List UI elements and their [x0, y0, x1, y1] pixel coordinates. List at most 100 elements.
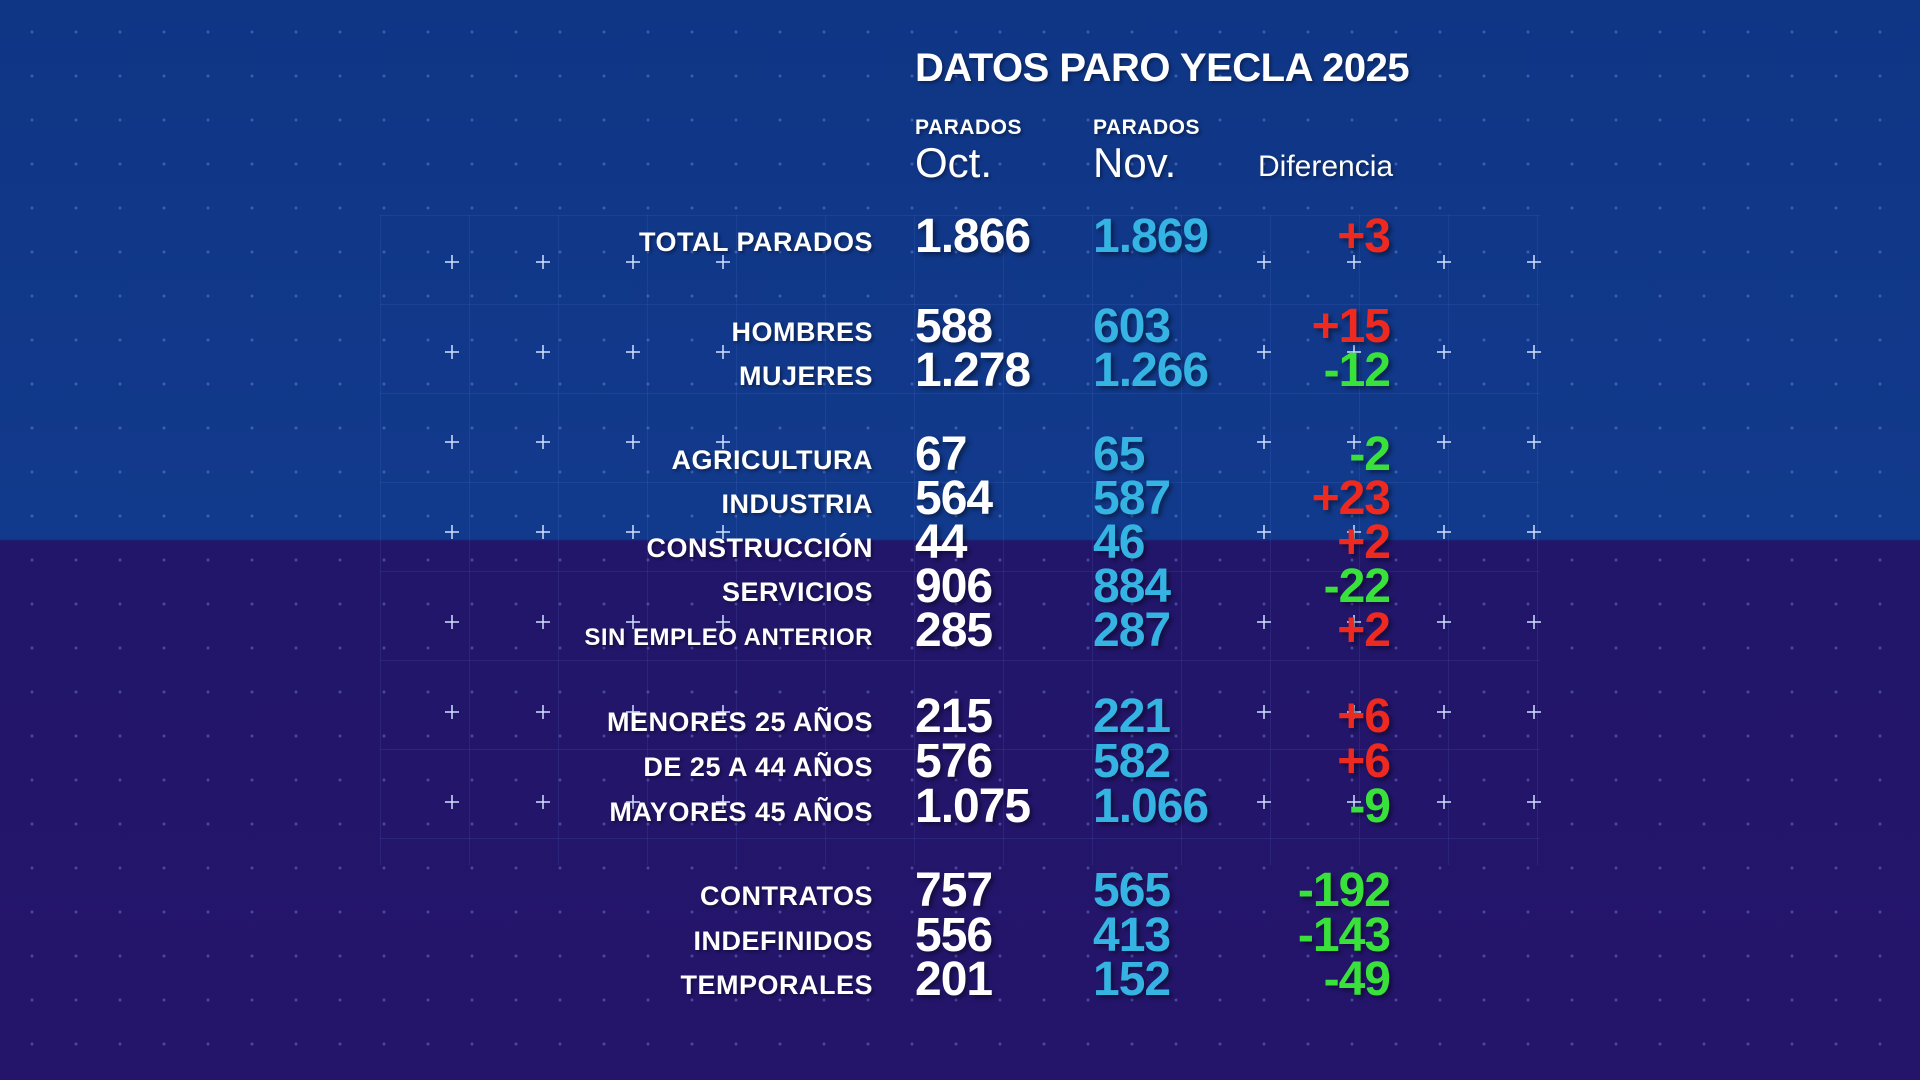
sparkle-icon	[1437, 435, 1451, 449]
nov-value: 1.266	[1093, 344, 1209, 397]
sparkle-icon	[1257, 525, 1271, 539]
sparkle-icon	[1347, 795, 1361, 809]
sparkle-icon	[536, 705, 550, 719]
table-row: AGRICULTURA 67 65 -2	[0, 430, 1920, 480]
sparkle-icon	[1257, 435, 1271, 449]
oct-value: 1.866	[915, 210, 1031, 263]
sparkle-icon	[716, 255, 730, 269]
sparkle-icon	[1527, 615, 1541, 629]
table-row: TOTAL PARADOS 1.866 1.869 +3	[0, 212, 1920, 262]
diff-value: -192	[1297, 864, 1391, 917]
sparkle-icon	[1437, 345, 1451, 359]
row-label: TOTAL PARADOS	[638, 227, 873, 257]
oct-value: 564	[915, 472, 993, 525]
table-row: SIN EMPLEO ANTERIOR 285 287 +2	[0, 606, 1920, 656]
sparkle-icon	[536, 615, 550, 629]
table-row: CONTRATOS 757 565 -192	[0, 866, 1920, 916]
diff-value: -2	[1349, 428, 1391, 481]
row-label: SERVICIOS	[721, 577, 873, 607]
sparkle-icon	[1437, 705, 1451, 719]
oct-value: 44	[915, 516, 967, 569]
oct-value: 1.278	[915, 344, 1031, 397]
sparkle-icon	[1347, 705, 1361, 719]
sparkle-icon	[1347, 435, 1361, 449]
sparkle-icon	[1527, 795, 1541, 809]
sparkle-icon	[716, 705, 730, 719]
oct-value: 576	[915, 735, 993, 788]
row-label: DE 25 A 44 AÑOS	[643, 752, 873, 782]
nov-value: 65	[1093, 428, 1145, 481]
diff-value: -49	[1323, 953, 1391, 1006]
table-row: CONSTRUCCIÓN 44 46 +2	[0, 518, 1920, 568]
sparkle-icon	[1347, 345, 1361, 359]
sparkle-icon	[716, 435, 730, 449]
sparkle-icon	[716, 345, 730, 359]
table-row: SERVICIOS 906 884 -22	[0, 562, 1920, 612]
sparkle-icon	[445, 615, 459, 629]
sparkle-icon	[1257, 615, 1271, 629]
nov-header-big: Nov.	[1093, 139, 1177, 186]
row-label: TEMPORALES	[680, 970, 873, 1000]
sparkle-icon	[626, 615, 640, 629]
sparkle-icon	[445, 705, 459, 719]
nov-column-header: PARADOS Nov.	[1093, 116, 1200, 184]
nov-value: 287	[1093, 604, 1171, 657]
nov-value: 565	[1093, 864, 1171, 917]
oct-value: 757	[915, 864, 993, 917]
nov-value: 413	[1093, 909, 1171, 962]
table-row: MUJERES 1.278 1.266 -12	[0, 346, 1920, 396]
table-row: MAYORES 45 AÑOS 1.075 1.066 -9	[0, 782, 1920, 832]
diff-value: -22	[1323, 560, 1391, 613]
sparkle-icon	[1437, 795, 1451, 809]
diff-value: -143	[1297, 909, 1391, 962]
table-row: TEMPORALES 201 152 -49	[0, 955, 1920, 1005]
sparkle-icon	[1347, 525, 1361, 539]
diff-value: -9	[1349, 780, 1391, 833]
row-label: INDEFINIDOS	[693, 926, 873, 956]
sparkle-icon	[445, 795, 459, 809]
sparkle-icon	[1347, 255, 1361, 269]
row-label: SIN EMPLEO ANTERIOR	[584, 624, 873, 651]
nov-value: 884	[1093, 560, 1171, 613]
sparkle-icon	[1527, 435, 1541, 449]
oct-value: 285	[915, 604, 993, 657]
sparkle-icon	[716, 615, 730, 629]
sparkle-icon	[536, 435, 550, 449]
nov-value: 46	[1093, 516, 1145, 569]
diff-value: +6	[1337, 690, 1391, 743]
nov-header-small: PARADOS	[1093, 116, 1200, 139]
sparkle-icon	[626, 255, 640, 269]
sparkle-icon	[445, 255, 459, 269]
sparkle-icon	[1257, 345, 1271, 359]
sparkle-icon	[1437, 615, 1451, 629]
sparkle-icon	[445, 345, 459, 359]
diff-value: +23	[1311, 472, 1391, 525]
nov-value: 603	[1093, 300, 1171, 353]
sparkle-icon	[536, 345, 550, 359]
oct-header-small: PARADOS	[915, 116, 1022, 139]
row-label: AGRICULTURA	[671, 445, 873, 475]
sparkle-icon	[1257, 255, 1271, 269]
nov-value: 1.869	[1093, 210, 1209, 263]
background-grid	[380, 215, 1540, 865]
sparkle-icon	[1527, 255, 1541, 269]
sparkle-icon	[626, 435, 640, 449]
oct-header-big: Oct.	[915, 139, 993, 186]
sparkle-icon	[1437, 525, 1451, 539]
oct-value: 1.075	[915, 780, 1031, 833]
sparkle-icon	[626, 795, 640, 809]
row-label: HOMBRES	[731, 317, 873, 347]
nov-value: 152	[1093, 953, 1171, 1006]
row-label: INDUSTRIA	[721, 489, 873, 519]
diff-value: -12	[1323, 344, 1391, 397]
sparkle-icon	[1437, 255, 1451, 269]
row-label: MUJERES	[738, 361, 873, 391]
oct-value: 588	[915, 300, 993, 353]
nov-value: 587	[1093, 472, 1171, 525]
oct-value: 556	[915, 909, 993, 962]
sparkle-icon	[536, 795, 550, 809]
oct-value: 906	[915, 560, 993, 613]
sparkle-icon	[626, 705, 640, 719]
sparkle-icon	[716, 525, 730, 539]
